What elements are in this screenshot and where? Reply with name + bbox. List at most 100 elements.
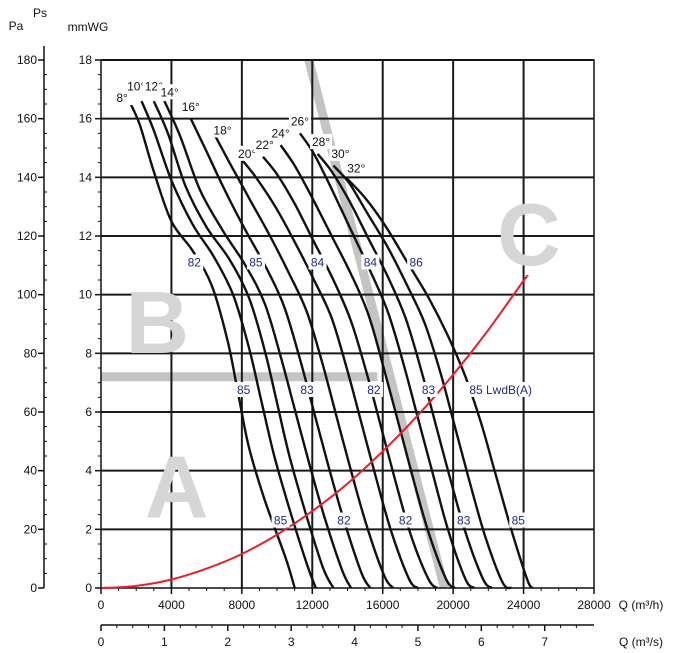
angle-curve-28 [316,153,493,589]
tick-label-y-mmwg: 14 [79,170,93,184]
tick-label-y-mmwg: 8 [85,346,92,360]
angle-label: 26° [291,115,309,129]
angle-label-bg [158,84,181,100]
lw-label-bg [454,512,473,528]
mmwg-axis-label: mmWG [68,20,109,34]
angle-curve-10 [140,100,317,589]
angle-curve-14 [163,100,353,589]
angle-label-bg [310,134,333,150]
tick-label-x-m3h: 28000 [577,598,611,612]
lw-label-bg [271,512,290,528]
tick-label-y-mmwg: 10 [79,288,93,302]
lw-label: 85 LwdB(A) [469,383,532,397]
angle-label: 32° [347,162,365,176]
angle-label-bg [179,98,202,114]
angle-label: 30° [331,147,349,161]
tick-label-y-mmwg: 12 [79,229,93,243]
tick-label-x-m3h: 8000 [229,598,256,612]
tick-label-y-pa: 60 [24,405,38,419]
tick-label-y-pa: 140 [17,170,37,184]
lw-label-bg [298,382,317,397]
tick-label-x-m3s: 3 [288,635,295,649]
lw-label: 85 [249,255,263,269]
tick-label-y-pa: 40 [24,464,38,478]
angle-label: 22° [256,138,274,152]
tick-label-x-m3h: 12000 [296,598,330,612]
tick-label-y-mmwg: 6 [85,405,92,419]
lw-label-bg [364,382,383,397]
system-curve [100,274,529,589]
lw-label: 82 [337,514,351,528]
x-axis-label-m3s: Q (m³/s) [619,635,663,649]
angle-label-bg [236,145,259,161]
tick-label-y-pa: 160 [17,112,37,126]
angle-label-bg [125,78,148,94]
lw-label: 85 [274,514,288,528]
angle-label-bg [288,113,311,129]
lw-label: 82 [188,255,202,269]
tick-label-y-pa: 20 [24,522,38,536]
lw-label: 86 [409,255,423,269]
lw-label-bg [246,254,265,270]
tick-label-y-pa: 0 [30,581,37,595]
angle-label: 16° [182,100,200,114]
tick-label-x-m3s: 5 [415,635,422,649]
angle-label: 18° [213,123,231,137]
angle-curve-24 [279,144,456,589]
lw-label-bg [308,254,327,270]
lw-label: 85 [512,514,526,528]
tick-label-x-m3h: 16000 [366,598,400,612]
tick-label-x-m3s: 6 [478,635,485,649]
lw-label: 83 [457,514,471,528]
lw-label-bg [334,512,353,528]
tick-label-y-mmwg: 4 [85,464,92,478]
ps-axis-label: Ps [33,6,47,20]
angle-curve-20 [240,158,419,589]
lw-label-bg [407,254,426,270]
lw-label-bg [419,382,438,397]
zone-letter-a: A [145,437,209,536]
angle-label-bg [253,137,276,153]
angle-label: 10° [127,79,145,93]
tick-label-y-pa: 80 [24,346,38,360]
angle-label: 8° [116,91,128,105]
angle-label-bg [211,122,234,138]
zone-letter-b: B [126,273,190,372]
angle-label-bg [329,145,352,161]
lw-label: 84 [364,255,378,269]
angle-curve-22 [262,156,439,589]
lw-label: 85 [237,383,251,397]
angle-label-bg [345,160,368,176]
tick-label-y-mmwg: 2 [85,522,92,536]
lw-label-bg [361,254,380,270]
tick-label-x-m3s: 1 [161,635,168,649]
angle-curve-18 [214,135,395,589]
lw-label: 83 [422,383,436,397]
zone-letter-c: C [497,185,561,284]
tick-label-x-m3h: 24000 [507,598,541,612]
angle-curve-12 [152,100,335,589]
lw-label: 83 [300,383,314,397]
angle-label: 20° [238,147,256,161]
angle-label: 28° [312,135,330,149]
tick-label-y-pa: 180 [17,53,37,67]
lw-label-bg [234,382,253,397]
x-axis-label-m3h: Q (m³/h) [619,598,664,612]
tick-label-y-mmwg: 0 [85,581,92,595]
tick-label-x-m3s: 0 [98,635,105,649]
angle-label: 24° [272,126,290,140]
tick-label-x-m3s: 2 [224,635,231,649]
angle-label-bg [269,125,292,141]
lw-label: 82 [367,383,381,397]
pa-axis-label: Pa [9,19,24,33]
tick-label-x-m3h: 4000 [158,598,185,612]
lw-label-bg [396,512,415,528]
angle-curve-8 [128,100,296,589]
tick-label-x-m3h: 20000 [436,598,470,612]
tick-label-x-m3s: 4 [351,635,358,649]
tick-label-y-pa: 100 [17,288,37,302]
tick-label-y-pa: 120 [17,229,37,243]
angle-label-bg [111,90,134,106]
tick-label-y-mmwg: 18 [79,53,93,67]
